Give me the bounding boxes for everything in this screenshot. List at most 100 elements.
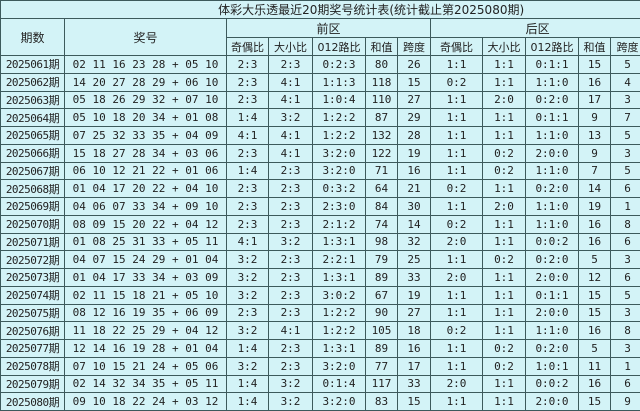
front-stat-cell: 2:3 <box>269 215 313 233</box>
numbers-cell: 02 11 16 23 28 + 05 10 <box>65 56 227 74</box>
numbers-cell: 09 10 18 22 24 + 03 12 <box>65 393 227 411</box>
front-stat-cell: 1:4 <box>227 340 269 358</box>
front-stat-cell: 3:2 <box>227 286 269 304</box>
back-stat-cell: 1:1 <box>431 162 483 180</box>
header-numbers: 奖号 <box>65 19 227 56</box>
back-stat-cell: 1:1 <box>483 286 526 304</box>
back-stat-cell: 1:1 <box>431 109 483 127</box>
front-stat-cell: 2:3 <box>227 91 269 109</box>
front-stat-cell: 3:2 <box>227 357 269 375</box>
back-stat-cell: 16 <box>579 215 611 233</box>
front-stat-cell: 2:1:2 <box>313 215 366 233</box>
front-stat-cell: 0:2:3 <box>313 56 366 74</box>
table-title: 体彩大乐透最近20期奖号统计表(统计截止第2025080期) <box>1 1 640 19</box>
front-stat-cell: 4:1 <box>227 127 269 145</box>
front-stat-cell: 132 <box>366 127 398 145</box>
period-cell: 2025073期 <box>1 269 65 287</box>
back-stat-cell: 2:0 <box>431 269 483 287</box>
back-stat-cell: 1:1 <box>483 375 526 393</box>
back-stat-cell: 8 <box>611 215 640 233</box>
header-back-col: 奇偶比 <box>431 38 483 56</box>
period-cell: 2025062期 <box>1 73 65 91</box>
front-stat-cell: 2:3 <box>227 198 269 216</box>
front-stat-cell: 27 <box>398 304 431 322</box>
front-stat-cell: 3:0:2 <box>313 286 366 304</box>
back-stat-cell: 1:1 <box>483 393 526 411</box>
front-stat-cell: 2:2:1 <box>313 251 366 269</box>
numbers-cell: 05 10 18 20 34 + 01 08 <box>65 109 227 127</box>
period-cell: 2025069期 <box>1 198 65 216</box>
back-stat-cell: 1:1 <box>431 56 483 74</box>
front-stat-cell: 14 <box>398 215 431 233</box>
front-stat-cell: 1:4 <box>227 162 269 180</box>
front-stat-cell: 2:3 <box>269 56 313 74</box>
numbers-cell: 08 12 16 19 35 + 06 09 <box>65 304 227 322</box>
back-stat-cell: 6 <box>611 233 640 251</box>
back-stat-cell: 0:2 <box>483 340 526 358</box>
header-front-zone: 前区 <box>227 19 431 38</box>
back-stat-cell: 1:1 <box>483 127 526 145</box>
front-stat-cell: 2:3 <box>269 340 313 358</box>
front-stat-cell: 18 <box>398 322 431 340</box>
front-stat-cell: 2:3 <box>269 162 313 180</box>
back-stat-cell: 2:0 <box>431 233 483 251</box>
front-stat-cell: 2:3 <box>269 180 313 198</box>
numbers-cell: 06 10 12 21 22 + 01 06 <box>65 162 227 180</box>
front-stat-cell: 2:3 <box>269 357 313 375</box>
back-stat-cell: 3 <box>611 304 640 322</box>
back-stat-cell: 1:1 <box>431 251 483 269</box>
front-stat-cell: 1:3:1 <box>313 269 366 287</box>
front-stat-cell: 1:4 <box>227 393 269 411</box>
front-stat-cell: 80 <box>366 56 398 74</box>
front-stat-cell: 110 <box>366 91 398 109</box>
front-stat-cell: 3:2 <box>269 109 313 127</box>
header-front-col: 和值 <box>366 38 398 56</box>
front-stat-cell: 27 <box>398 91 431 109</box>
back-stat-cell: 1:1 <box>483 180 526 198</box>
front-stat-cell: 90 <box>366 304 398 322</box>
back-stat-cell: 0:2 <box>483 357 526 375</box>
period-cell: 2025068期 <box>1 180 65 198</box>
front-stat-cell: 4:1 <box>227 233 269 251</box>
front-stat-cell: 1:3:1 <box>313 340 366 358</box>
front-stat-cell: 4:1 <box>269 144 313 162</box>
front-stat-cell: 87 <box>366 109 398 127</box>
back-stat-cell: 0:2 <box>431 180 483 198</box>
front-stat-cell: 3:2:0 <box>313 144 366 162</box>
front-stat-cell: 4:1 <box>269 127 313 145</box>
back-stat-cell: 1:1 <box>431 340 483 358</box>
back-stat-cell: 17 <box>579 91 611 109</box>
front-stat-cell: 2:3 <box>269 304 313 322</box>
front-stat-cell: 1:0:4 <box>313 91 366 109</box>
front-stat-cell: 2:3 <box>227 215 269 233</box>
header-front-col: 大小比 <box>269 38 313 56</box>
numbers-cell: 14 20 27 28 29 + 06 10 <box>65 73 227 91</box>
back-stat-cell: 0:2 <box>483 144 526 162</box>
numbers-cell: 02 14 32 34 35 + 05 11 <box>65 375 227 393</box>
period-cell: 2025070期 <box>1 215 65 233</box>
back-stat-cell: 1:1 <box>431 393 483 411</box>
back-stat-cell: 16 <box>579 73 611 91</box>
header-front-col: 奇偶比 <box>227 38 269 56</box>
front-stat-cell: 3:2:0 <box>313 357 366 375</box>
front-stat-cell: 2:3:0 <box>313 198 366 216</box>
back-stat-cell: 0:2 <box>431 73 483 91</box>
front-stat-cell: 33 <box>398 375 431 393</box>
front-stat-cell: 1:4 <box>227 375 269 393</box>
front-stat-cell: 3:2 <box>227 322 269 340</box>
header-back-zone: 后区 <box>431 19 640 38</box>
back-stat-cell: 2:0 <box>431 375 483 393</box>
back-stat-cell: 0:1:1 <box>526 56 579 74</box>
period-cell: 2025072期 <box>1 251 65 269</box>
numbers-cell: 01 04 17 33 34 + 03 09 <box>65 269 227 287</box>
front-stat-cell: 3:2 <box>269 233 313 251</box>
